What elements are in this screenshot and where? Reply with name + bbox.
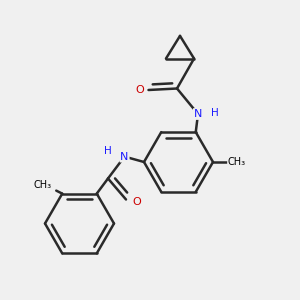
Text: O: O	[135, 85, 144, 95]
Text: CH₃: CH₃	[34, 180, 52, 190]
Text: H: H	[211, 107, 218, 118]
Text: N: N	[194, 109, 202, 119]
Text: O: O	[132, 197, 141, 207]
Text: N: N	[120, 152, 129, 162]
Text: CH₃: CH₃	[228, 157, 246, 167]
Text: H: H	[104, 146, 112, 156]
